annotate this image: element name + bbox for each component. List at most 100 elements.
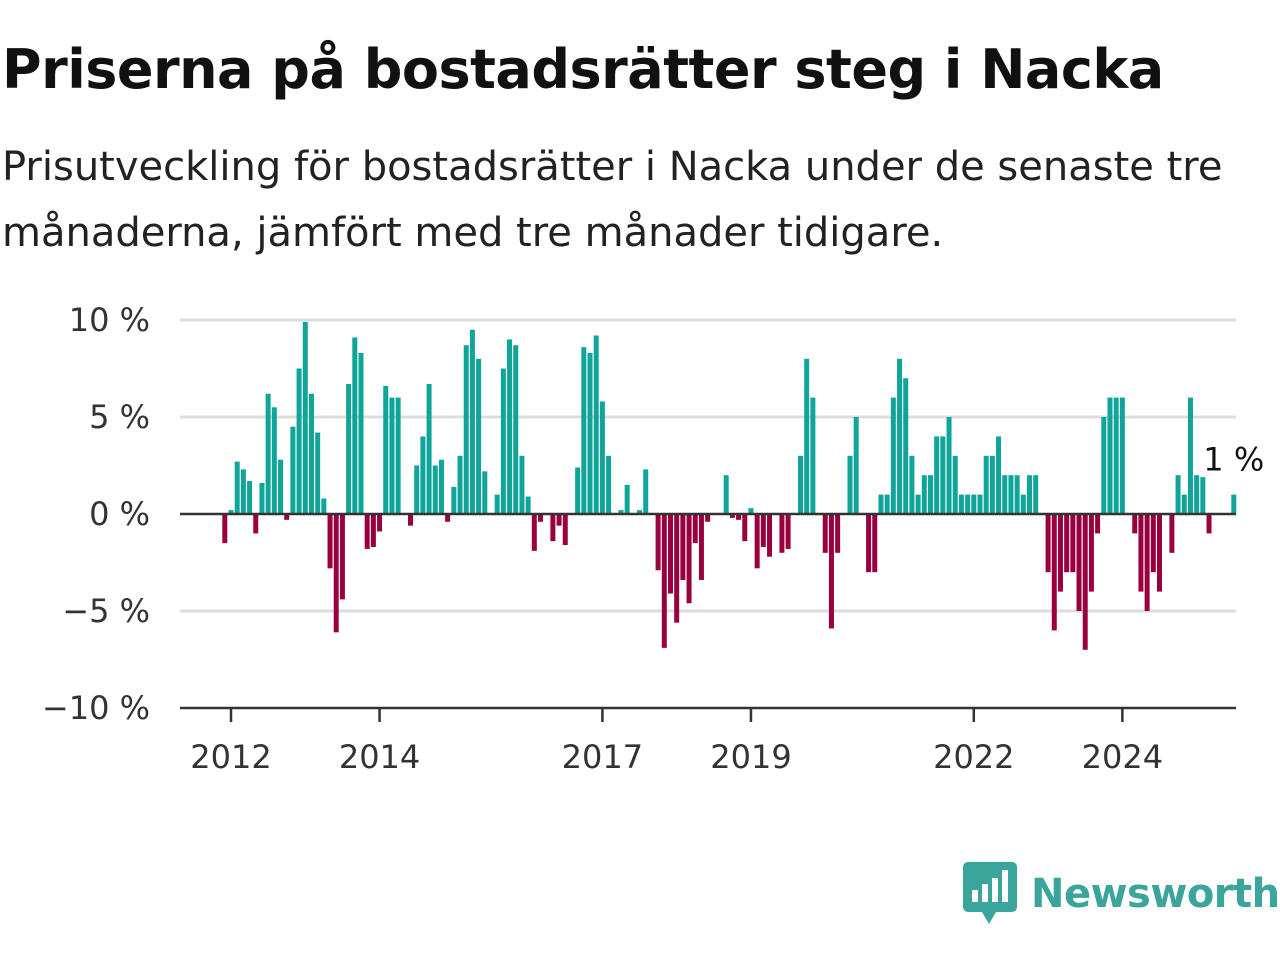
bar [643,469,649,514]
bar [469,329,475,514]
bars [222,321,1237,650]
x-tick-label: 2019 [710,738,791,776]
bar [463,345,469,514]
bar [698,514,704,580]
bar [1187,397,1193,514]
bar [897,358,903,514]
bar [952,455,958,514]
x-tick-label: 2012 [190,738,271,776]
bar [290,426,296,514]
bar [265,393,271,514]
bar [934,436,940,514]
bar [760,514,766,547]
bar [519,455,525,514]
bar [321,498,327,514]
bar [593,335,599,514]
bar [915,494,921,514]
bar [1064,514,1070,573]
last-value-label: 1 % [1203,441,1264,479]
bar [395,397,401,514]
y-tick-label: 10 % [69,301,150,339]
bar [729,514,735,518]
x-tick-label: 2024 [1082,738,1163,776]
bar [1206,514,1212,534]
bar [587,352,593,514]
bar [1150,514,1156,573]
bar [1014,475,1020,514]
newsworthy-logo-text: Newsworthy [1031,871,1280,917]
bar [971,494,977,514]
bar [767,514,773,557]
bar [1157,514,1162,592]
bar [234,461,240,514]
bar [494,494,500,514]
bar [315,432,321,514]
bar [259,482,265,514]
bar [339,514,345,600]
bar [828,514,834,629]
y-tick-label: 0 % [89,495,150,533]
bar [333,514,339,633]
bar [853,417,859,514]
bar [581,347,587,514]
y-tick-label: −10 % [42,689,150,727]
bar [977,494,983,514]
bar [754,514,760,569]
bar [797,455,803,514]
bar [476,358,482,514]
y-tick-label: −5 % [62,592,150,630]
bar [562,514,568,546]
bar [500,368,506,514]
bar [866,514,872,573]
bar [705,514,711,522]
bar [389,397,395,514]
bar [989,455,995,514]
bar [377,514,383,532]
bar [680,514,686,580]
bar [1088,514,1094,592]
bar [692,514,698,544]
bar [946,417,952,514]
bar [637,510,643,514]
bar [606,455,612,514]
bar [253,514,259,534]
bar [507,339,513,514]
bar [1008,475,1014,514]
bar [996,436,1002,514]
x-axis-labels: 2012 2014 2017 2019 2022 2024 [190,708,1163,776]
bar [370,514,376,547]
bar [674,514,680,623]
bar [556,514,562,526]
bar [308,393,314,514]
bar [1095,514,1101,534]
bar [358,352,364,514]
bar [364,514,370,549]
bar [1045,514,1051,573]
bar [872,514,878,573]
bar [1169,514,1175,553]
bar [531,514,537,551]
bar [247,481,253,514]
bar [1231,494,1237,514]
bar [736,514,742,520]
newsworthy-logo-icon [963,862,1017,924]
bar [550,514,556,542]
bar [723,475,729,514]
bar [513,345,519,514]
bar [271,407,277,514]
bar [890,397,896,514]
bar [383,385,389,514]
bar [284,514,290,520]
bar [624,484,630,514]
bar [1057,514,1063,592]
bar [482,471,488,514]
bar [432,465,438,514]
bar [414,465,420,514]
bar [1051,514,1057,631]
bar [278,459,284,514]
bar [302,321,308,514]
bar [785,514,791,549]
bar [408,514,414,526]
bar [909,455,915,514]
